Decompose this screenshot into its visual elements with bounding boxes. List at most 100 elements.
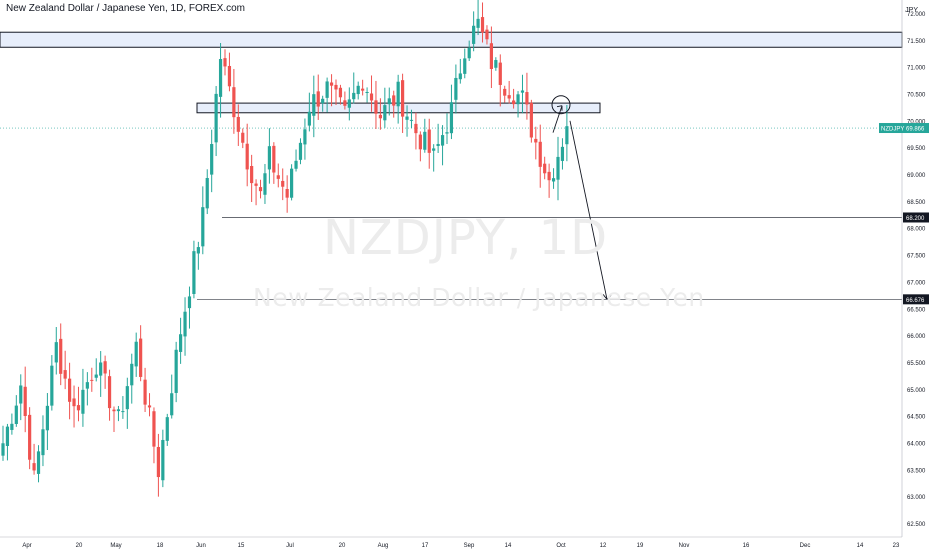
candle[interactable] — [196, 241, 200, 270]
candle[interactable] — [23, 366, 27, 433]
candle[interactable] — [201, 186, 205, 255]
candle[interactable] — [59, 323, 63, 386]
candle[interactable] — [232, 68, 236, 134]
candle[interactable] — [281, 168, 285, 201]
candle[interactable] — [405, 105, 409, 137]
candle[interactable] — [383, 87, 387, 128]
candle[interactable] — [338, 84, 343, 105]
candle[interactable] — [312, 75, 316, 138]
candle[interactable] — [68, 362, 72, 420]
candle[interactable] — [250, 154, 254, 203]
candle[interactable] — [227, 52, 232, 92]
candle[interactable] — [489, 26, 493, 89]
candle[interactable] — [334, 79, 338, 105]
candle[interactable] — [298, 138, 303, 165]
candle[interactable] — [36, 445, 41, 483]
candle[interactable] — [547, 163, 551, 198]
candle[interactable] — [392, 90, 396, 118]
candle[interactable] — [276, 163, 280, 188]
candle[interactable] — [556, 136, 560, 201]
candle[interactable] — [529, 99, 533, 143]
candle[interactable] — [165, 413, 169, 446]
candle[interactable] — [303, 118, 307, 160]
candle[interactable] — [94, 358, 98, 382]
candle[interactable] — [503, 85, 507, 103]
candle[interactable] — [520, 74, 525, 114]
candle[interactable] — [134, 332, 138, 377]
candle[interactable] — [210, 129, 214, 193]
candle[interactable] — [454, 64, 458, 114]
candle[interactable] — [396, 74, 400, 124]
candle[interactable] — [485, 25, 489, 45]
candle[interactable] — [476, 0, 480, 36]
candle[interactable] — [143, 367, 147, 413]
candle[interactable] — [263, 163, 267, 204]
candle[interactable] — [321, 95, 325, 112]
candle[interactable] — [50, 355, 54, 411]
candle[interactable] — [32, 443, 36, 475]
candle[interactable] — [41, 415, 45, 467]
candle[interactable] — [174, 341, 178, 403]
candle[interactable] — [241, 128, 245, 149]
candle[interactable] — [285, 175, 289, 213]
candle[interactable] — [156, 433, 160, 497]
candle[interactable] — [10, 413, 14, 435]
candle[interactable] — [139, 325, 143, 382]
candle[interactable] — [325, 77, 329, 113]
candle[interactable] — [76, 386, 81, 422]
candle[interactable] — [125, 377, 129, 429]
candle[interactable] — [378, 98, 382, 130]
candle[interactable] — [560, 138, 565, 170]
candle[interactable] — [161, 429, 165, 488]
candle[interactable] — [316, 74, 320, 120]
candle[interactable] — [440, 125, 445, 166]
candle[interactable] — [343, 91, 347, 110]
candle[interactable] — [121, 396, 125, 419]
candle[interactable] — [423, 118, 427, 153]
candle[interactable] — [14, 395, 18, 427]
candle[interactable] — [472, 11, 476, 52]
projection-arrow[interactable] — [569, 120, 608, 300]
candle[interactable] — [214, 86, 218, 157]
candle[interactable] — [365, 87, 369, 103]
candle[interactable] — [187, 286, 192, 329]
candle[interactable] — [267, 128, 271, 184]
candle[interactable] — [418, 131, 422, 162]
candle[interactable] — [254, 179, 258, 206]
retest-circle[interactable] — [551, 95, 571, 115]
candle[interactable] — [449, 84, 454, 140]
candle[interactable] — [116, 405, 121, 422]
candle[interactable] — [218, 43, 223, 118]
candle[interactable] — [179, 317, 183, 364]
candle[interactable] — [329, 74, 334, 107]
candle[interactable] — [436, 123, 440, 153]
candle[interactable] — [245, 123, 249, 187]
candle[interactable] — [130, 353, 134, 404]
candle[interactable] — [551, 168, 556, 189]
candle[interactable] — [81, 368, 85, 427]
candle[interactable] — [45, 393, 49, 451]
candle[interactable] — [1, 425, 5, 461]
candle[interactable] — [494, 57, 498, 71]
candle[interactable] — [347, 87, 351, 121]
candle[interactable] — [432, 144, 436, 172]
candle[interactable] — [458, 58, 462, 84]
candle[interactable] — [409, 109, 414, 129]
candle[interactable] — [294, 149, 298, 172]
candle[interactable] — [565, 105, 569, 162]
candle[interactable] — [463, 48, 467, 79]
candle[interactable] — [512, 88, 516, 109]
candle[interactable] — [223, 49, 227, 76]
candle[interactable] — [72, 385, 76, 428]
candle[interactable] — [5, 423, 10, 461]
candle[interactable] — [361, 79, 365, 96]
candle[interactable] — [272, 142, 276, 184]
candle[interactable] — [480, 2, 485, 43]
candle[interactable] — [427, 118, 431, 169]
candle[interactable] — [374, 80, 378, 130]
candle[interactable] — [90, 367, 94, 392]
candle[interactable] — [54, 327, 58, 375]
candle[interactable] — [170, 374, 174, 419]
candle[interactable] — [387, 87, 391, 116]
